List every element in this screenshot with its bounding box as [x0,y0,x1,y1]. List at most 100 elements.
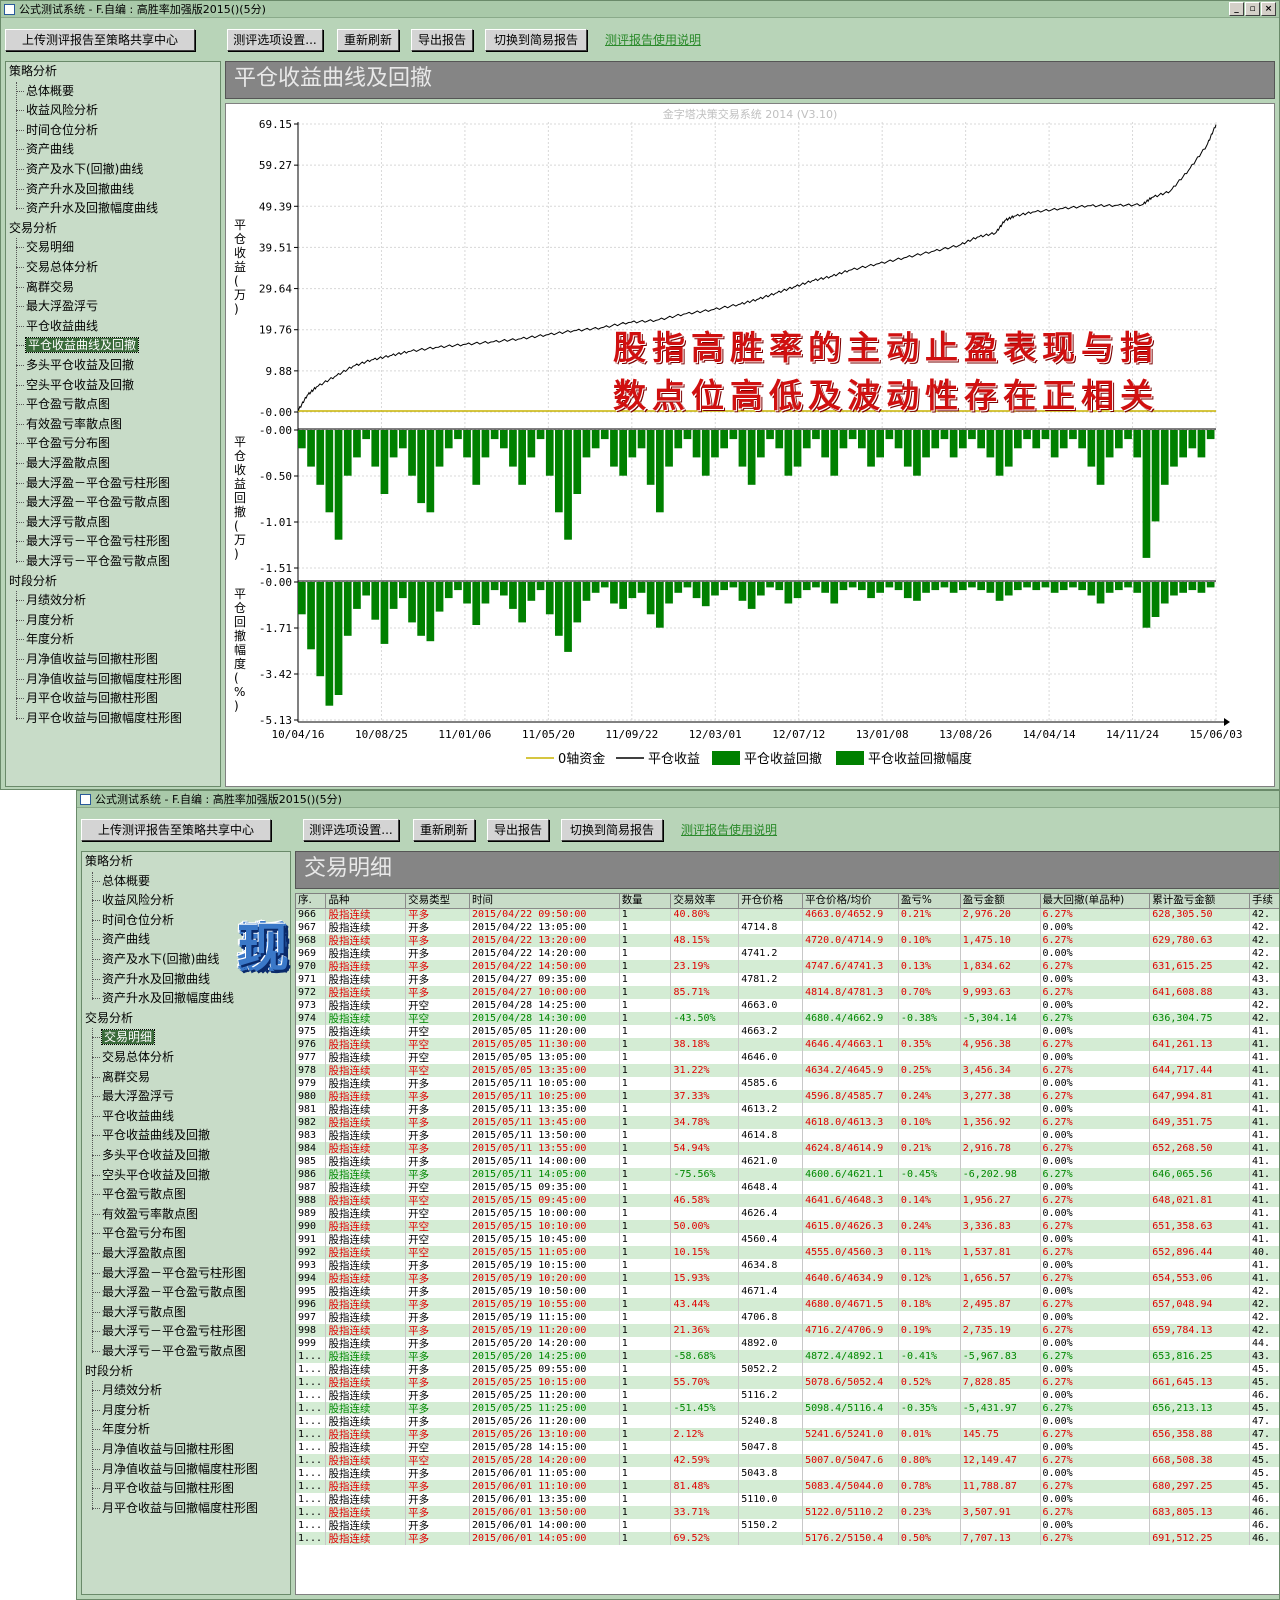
table-row[interactable]: 974 股指连续 平空 2015/04/28 14:30:00 1 -43.50% 4680… [296,1012,1279,1025]
table-row[interactable]: 975 股指连续 开空 2015/05/05 11:20:00 1 4663.2 0.00%… [296,1025,1279,1038]
sidebar-item[interactable]: 空头平仓收益及回撤 [91,1166,210,1185]
column-header[interactable]: 数量 [619,894,672,909]
table-row[interactable]: 988 股指连续 平空 2015/05/15 09:45:00 1 46.58% 4641.… [296,1194,1279,1207]
sidebar-item[interactable]: 资产曲线 [15,140,74,159]
sidebar-item[interactable]: 有效盈亏率散点图 [91,1205,198,1224]
sidebar-item[interactable]: 平仓盈亏散点图 [91,1185,186,1204]
column-header[interactable]: 开仓价格 [738,894,804,909]
table-row[interactable]: 982 股指连续 平多 2015/05/11 13:45:00 1 34.78% 4618.… [296,1116,1279,1129]
sidebar-category[interactable]: 时段分析 [9,572,57,591]
table-row[interactable]: 1... 股指连续 开多 2015/05/25 11:20:00 1 5116.2 0.00… [296,1389,1279,1402]
table-row[interactable]: 1... 股指连续 平多 2015/05/25 10:15:00 1 55.70% 5078… [296,1376,1279,1389]
sidebar-category[interactable]: 策略分析 [9,62,57,81]
sidebar-item[interactable]: 资产曲线 [91,930,150,949]
column-header[interactable]: 品种 [325,894,407,909]
sidebar-item[interactable]: 离群交易 [15,278,74,297]
table-row[interactable]: 999 股指连续 开多 2015/05/20 14:20:00 1 4892.0 0.00%… [296,1337,1279,1350]
sidebar-item[interactable]: 资产升水及回撤幅度曲线 [15,199,158,218]
sidebar-item[interactable]: 资产及水下(回撤)曲线 [91,950,219,969]
table-row[interactable]: 966 股指连续 平多 2015/04/22 09:50:00 1 40.80% 4663.… [296,908,1279,921]
table-row[interactable]: 980 股指连续 平多 2015/05/11 10:25:00 1 37.33% 4596.… [296,1090,1279,1103]
sidebar-item[interactable]: 最大浮亏－平仓盈亏散点图 [91,1342,246,1361]
switch-simple-report-button[interactable]: 切换到简易报告 [485,29,587,51]
sidebar-item[interactable]: 交易总体分析 [15,258,98,277]
sidebar-item[interactable]: 月净值收益与回撤幅度柱形图 [15,670,182,689]
table-row[interactable]: 968 股指连续 平多 2015/04/22 13:20:00 1 48.15% 4720.… [296,934,1279,947]
table-row[interactable]: 977 股指连续 开空 2015/05/05 13:05:00 1 4646.0 0.00%… [296,1051,1279,1064]
sidebar-item[interactable]: 资产升水及回撤曲线 [91,970,210,989]
sidebar-item[interactable]: 交易明细 [91,1028,156,1047]
column-header[interactable]: 手续 [1249,894,1279,909]
table-row[interactable]: 970 股指连续 平多 2015/04/22 14:50:00 1 23.19% 4747.… [296,960,1279,973]
table-row[interactable]: 978 股指连续 平空 2015/05/05 13:35:00 1 31.22% 4634.… [296,1064,1279,1077]
sidebar-item[interactable]: 总体概要 [15,82,74,101]
sidebar-item[interactable]: 总体概要 [91,872,150,891]
table-row[interactable]: 987 股指连续 开空 2015/05/15 09:35:00 1 4648.4 0.00%… [296,1181,1279,1194]
sidebar-item[interactable]: 平仓收益曲线及回撤 [91,1126,210,1145]
column-header[interactable]: 交易效率 [670,894,740,909]
sidebar-item[interactable]: 平仓盈亏分布图 [91,1224,186,1243]
sidebar-category[interactable]: 交易分析 [85,1009,133,1028]
table-row[interactable]: 996 股指连续 平多 2015/05/19 10:55:00 1 43.44% 4680.… [296,1298,1279,1311]
sidebar-item[interactable]: 空头平仓收益及回撤 [15,376,134,395]
sidebar-item[interactable]: 月度分析 [15,611,74,630]
sidebar-item[interactable]: 收益风险分析 [91,891,174,910]
sidebar-item[interactable]: 最大浮亏－平仓盈亏柱形图 [91,1322,246,1341]
sidebar-item[interactable]: 最大浮盈浮亏 [91,1087,174,1106]
table-row[interactable]: 983 股指连续 开多 2015/05/11 13:50:00 1 4614.8 0.00%… [296,1129,1279,1142]
column-header[interactable]: 交易类型 [405,894,470,909]
sidebar-item[interactable]: 月平仓收益与回撤幅度柱形图 [15,709,182,728]
sidebar-category[interactable]: 策略分析 [85,852,133,871]
table-row[interactable]: 1... 股指连续 开空 2015/05/28 14:15:00 1 5047.8 0.00… [296,1441,1279,1454]
table-row[interactable]: 972 股指连续 平多 2015/04/27 10:00:00 1 85.71% 4814.… [296,986,1279,999]
export-report-button[interactable]: 导出报告 [411,29,473,51]
sidebar-item[interactable]: 年度分析 [91,1420,150,1439]
table-row[interactable]: 1... 股指连续 开多 2015/05/25 09:55:00 1 5052.2 0.00… [296,1363,1279,1376]
title-bar[interactable]: 公式测试系统 - F.自编 : 高胜率加强版2015()(5分) _ ▫ × [1,1,1279,18]
sidebar-item[interactable]: 最大浮盈－平仓盈亏柱形图 [15,474,170,493]
column-header[interactable]: 盈亏金额 [960,894,1041,909]
column-header[interactable]: 累计盈亏金额 [1149,894,1250,909]
title-bar[interactable]: 公式测试系统 - F.自编 : 高胜率加强版2015()(5分) [77,791,1279,808]
table-row[interactable]: 971 股指连续 开多 2015/04/27 09:35:00 1 4781.2 0.00%… [296,973,1279,986]
sidebar-item[interactable]: 月绩效分析 [91,1381,162,1400]
sidebar-item[interactable]: 收益风险分析 [15,101,98,120]
sidebar-item[interactable]: 时间仓位分析 [15,121,98,140]
table-row[interactable]: 997 股指连续 开多 2015/05/19 11:15:00 1 4706.8 0.00%… [296,1311,1279,1324]
sidebar-item[interactable]: 多头平仓收益及回撤 [15,356,134,375]
column-header[interactable]: 盈亏% [898,894,961,909]
help-link[interactable]: 测评报告使用说明 [605,33,702,47]
table-row[interactable]: 984 股指连续 平多 2015/05/11 13:55:00 1 54.94% 4624.… [296,1142,1279,1155]
sidebar-item[interactable]: 月平仓收益与回撤柱形图 [91,1479,234,1498]
sidebar-item[interactable]: 月净值收益与回撤柱形图 [91,1440,234,1459]
sidebar-item[interactable]: 交易明细 [15,238,74,257]
sidebar-item[interactable]: 月净值收益与回撤柱形图 [15,650,158,669]
sidebar-category[interactable]: 时段分析 [85,1362,133,1381]
table-row[interactable]: 969 股指连续 开多 2015/04/22 14:20:00 1 4741.2 0.00%… [296,947,1279,960]
table-row[interactable]: 1... 股指连续 开多 2015/06/01 13:35:00 1 5110.0 0.00… [296,1493,1279,1506]
table-row[interactable]: 1... 股指连续 平多 2015/06/01 14:05:00 1 69.52% 5176… [296,1532,1279,1545]
upload-report-button[interactable]: 上传测评报告至策略共享中心 [81,819,271,841]
sidebar-item[interactable]: 交易总体分析 [91,1048,174,1067]
table-row[interactable]: 994 股指连续 平多 2015/05/19 10:20:00 1 15.93% 4640.… [296,1272,1279,1285]
table-row[interactable]: 1... 股指连续 开多 2015/06/01 11:05:00 1 5043.8 0.00… [296,1467,1279,1480]
table-row[interactable]: 985 股指连续 开多 2015/05/11 14:00:00 1 4621.0 0.00%… [296,1155,1279,1168]
sidebar-item[interactable]: 资产升水及回撤曲线 [15,180,134,199]
sidebar-category[interactable]: 交易分析 [9,219,57,238]
column-header[interactable]: 时间 [469,894,620,909]
sidebar-item[interactable]: 资产及水下(回撤)曲线 [15,160,143,179]
sidebar-item[interactable]: 最大浮盈－平仓盈亏散点图 [15,493,170,512]
test-options-button[interactable]: 测评选项设置... [303,819,399,841]
table-row[interactable]: 993 股指连续 开多 2015/05/19 10:15:00 1 4634.8 0.00%… [296,1259,1279,1272]
table-row[interactable]: 981 股指连续 开多 2015/05/11 13:35:00 1 4613.2 0.00%… [296,1103,1279,1116]
table-row[interactable]: 991 股指连续 开空 2015/05/15 10:45:00 1 4560.4 0.00%… [296,1233,1279,1246]
help-link[interactable]: 测评报告使用说明 [681,823,778,837]
export-report-button[interactable]: 导出报告 [487,819,549,841]
sidebar-item[interactable]: 平仓收益曲线 [91,1107,174,1126]
sidebar-item[interactable]: 月平仓收益与回撤幅度柱形图 [91,1499,258,1518]
sidebar-item[interactable]: 月绩效分析 [15,591,86,610]
sidebar-item[interactable]: 最大浮亏－平仓盈亏散点图 [15,552,170,571]
table-row[interactable]: 989 股指连续 开空 2015/05/15 10:00:00 1 4626.4 0.00%… [296,1207,1279,1220]
sidebar-item[interactable]: 最大浮亏散点图 [15,513,110,532]
table-row[interactable]: 1... 股指连续 开多 2015/05/26 11:20:00 1 5240.8 0.00… [296,1415,1279,1428]
